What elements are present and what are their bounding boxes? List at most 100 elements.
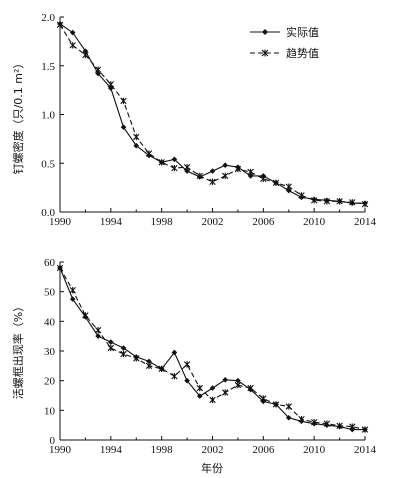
point-trend xyxy=(209,396,216,404)
point-trend xyxy=(145,362,153,369)
y-tick-label: 50 xyxy=(44,287,56,299)
point-trend xyxy=(209,178,216,186)
y-tick-label: 2.0 xyxy=(41,12,55,24)
point-trend xyxy=(82,51,89,59)
x-tick-label: 2002 xyxy=(202,216,224,228)
point-trend xyxy=(336,422,343,429)
legend-trend-label: 趋势值 xyxy=(286,47,319,60)
point-trend xyxy=(361,200,369,208)
point-trend xyxy=(234,381,242,389)
point-trend xyxy=(272,179,280,187)
point-trend xyxy=(133,133,140,141)
y-tick-label: 40 xyxy=(44,316,56,328)
point-actual xyxy=(285,414,292,421)
point-trend xyxy=(120,97,127,105)
point-trend xyxy=(247,384,254,392)
point-trend xyxy=(133,355,140,362)
point-actual xyxy=(171,156,178,163)
x-tick-label: 1998 xyxy=(151,444,174,456)
y-tick-label: 1.5 xyxy=(41,61,55,73)
point-actual xyxy=(69,29,76,36)
x-tick-label: 1990 xyxy=(49,444,72,456)
x-tick-label: 1994 xyxy=(100,216,123,228)
point-trend xyxy=(311,419,318,426)
series-line-trend xyxy=(59,24,366,205)
point-trend xyxy=(120,350,127,358)
chart-snail-density: 钉螺密度（只/0.1 m²） 实际值 趋势值 0.0 0.5 1.0 1.5 2.0 19… xyxy=(11,12,377,228)
point-actual xyxy=(235,377,241,384)
y-tick-label: 10 xyxy=(44,405,56,417)
point-actual xyxy=(209,168,216,174)
point-trend xyxy=(323,198,331,205)
x-tick-label: 2014 xyxy=(354,216,377,228)
point-trend xyxy=(196,172,203,180)
point-trend xyxy=(349,199,356,206)
x-tick-label: 2010 xyxy=(303,216,326,228)
point-actual xyxy=(69,296,76,302)
y-tick-label: 0.0 xyxy=(41,207,55,219)
point-trend xyxy=(196,384,203,392)
point-trend xyxy=(260,395,267,402)
point-actual xyxy=(222,376,229,383)
point-trend xyxy=(107,344,114,352)
x-tick-label: 1994 xyxy=(100,444,123,456)
point-trend xyxy=(171,373,178,380)
series-line-actual xyxy=(59,23,365,204)
point-trend xyxy=(158,159,165,166)
legend-actual-label: 实际值 xyxy=(286,25,319,39)
x-tick-label: 1990 xyxy=(49,216,72,228)
point-trend xyxy=(69,287,76,294)
point-trend xyxy=(158,365,165,372)
x-tick-label: 2006 xyxy=(252,444,275,456)
point-actual xyxy=(222,162,229,168)
point-trend xyxy=(298,416,305,423)
y-axis-label-frame-rate: 活螺框出现率（%） xyxy=(11,301,25,399)
x-axis-label-year: 年份 xyxy=(201,461,223,475)
point-actual xyxy=(171,349,178,356)
point-actual xyxy=(82,48,89,54)
point-trend xyxy=(56,21,64,28)
point-trend xyxy=(107,81,114,88)
point-actual xyxy=(247,173,254,179)
point-trend xyxy=(285,403,292,410)
legend: 实际值 趋势值 xyxy=(250,25,319,60)
point-trend xyxy=(247,168,254,176)
point-trend xyxy=(183,163,191,171)
legend-trend-marker xyxy=(261,49,269,57)
point-trend xyxy=(171,164,178,172)
series-line-actual xyxy=(59,267,365,431)
point-actual xyxy=(184,168,190,174)
chart-live-snail-frame-rate: 活螺框出现率（%） 年份 0 10 20 30 40 50 60 1990 1994 1998 20… xyxy=(11,257,377,475)
point-actual xyxy=(196,393,203,399)
y-tick-label: 0 xyxy=(50,435,56,447)
y-tick-label: 0.5 xyxy=(41,158,55,170)
x-tick-label: 2002 xyxy=(202,444,224,456)
point-trend xyxy=(323,420,331,427)
y-tick-label: 30 xyxy=(44,346,56,358)
point-trend xyxy=(82,312,89,319)
point-trend xyxy=(285,183,292,190)
point-trend xyxy=(94,327,102,334)
y-tick-label: 60 xyxy=(44,257,56,269)
point-trend xyxy=(361,426,369,433)
point-actual xyxy=(146,358,152,365)
point-actual xyxy=(120,124,127,130)
point-trend xyxy=(222,389,229,396)
point-trend xyxy=(94,66,102,73)
point-trend xyxy=(69,42,76,49)
point-actual xyxy=(209,385,216,391)
x-tick-label: 2010 xyxy=(303,444,326,456)
point-trend xyxy=(298,192,305,199)
point-actual xyxy=(95,333,101,339)
x-tick-label: 2006 xyxy=(252,216,275,228)
point-trend xyxy=(272,401,280,408)
series-line-trend xyxy=(59,267,366,431)
point-trend xyxy=(56,264,64,272)
point-actual xyxy=(285,187,292,194)
point-actual xyxy=(133,142,140,149)
point-actual xyxy=(120,345,127,351)
point-trend xyxy=(349,423,356,430)
point-trend xyxy=(336,198,343,205)
point-actual xyxy=(184,377,190,384)
point-trend xyxy=(234,165,242,173)
